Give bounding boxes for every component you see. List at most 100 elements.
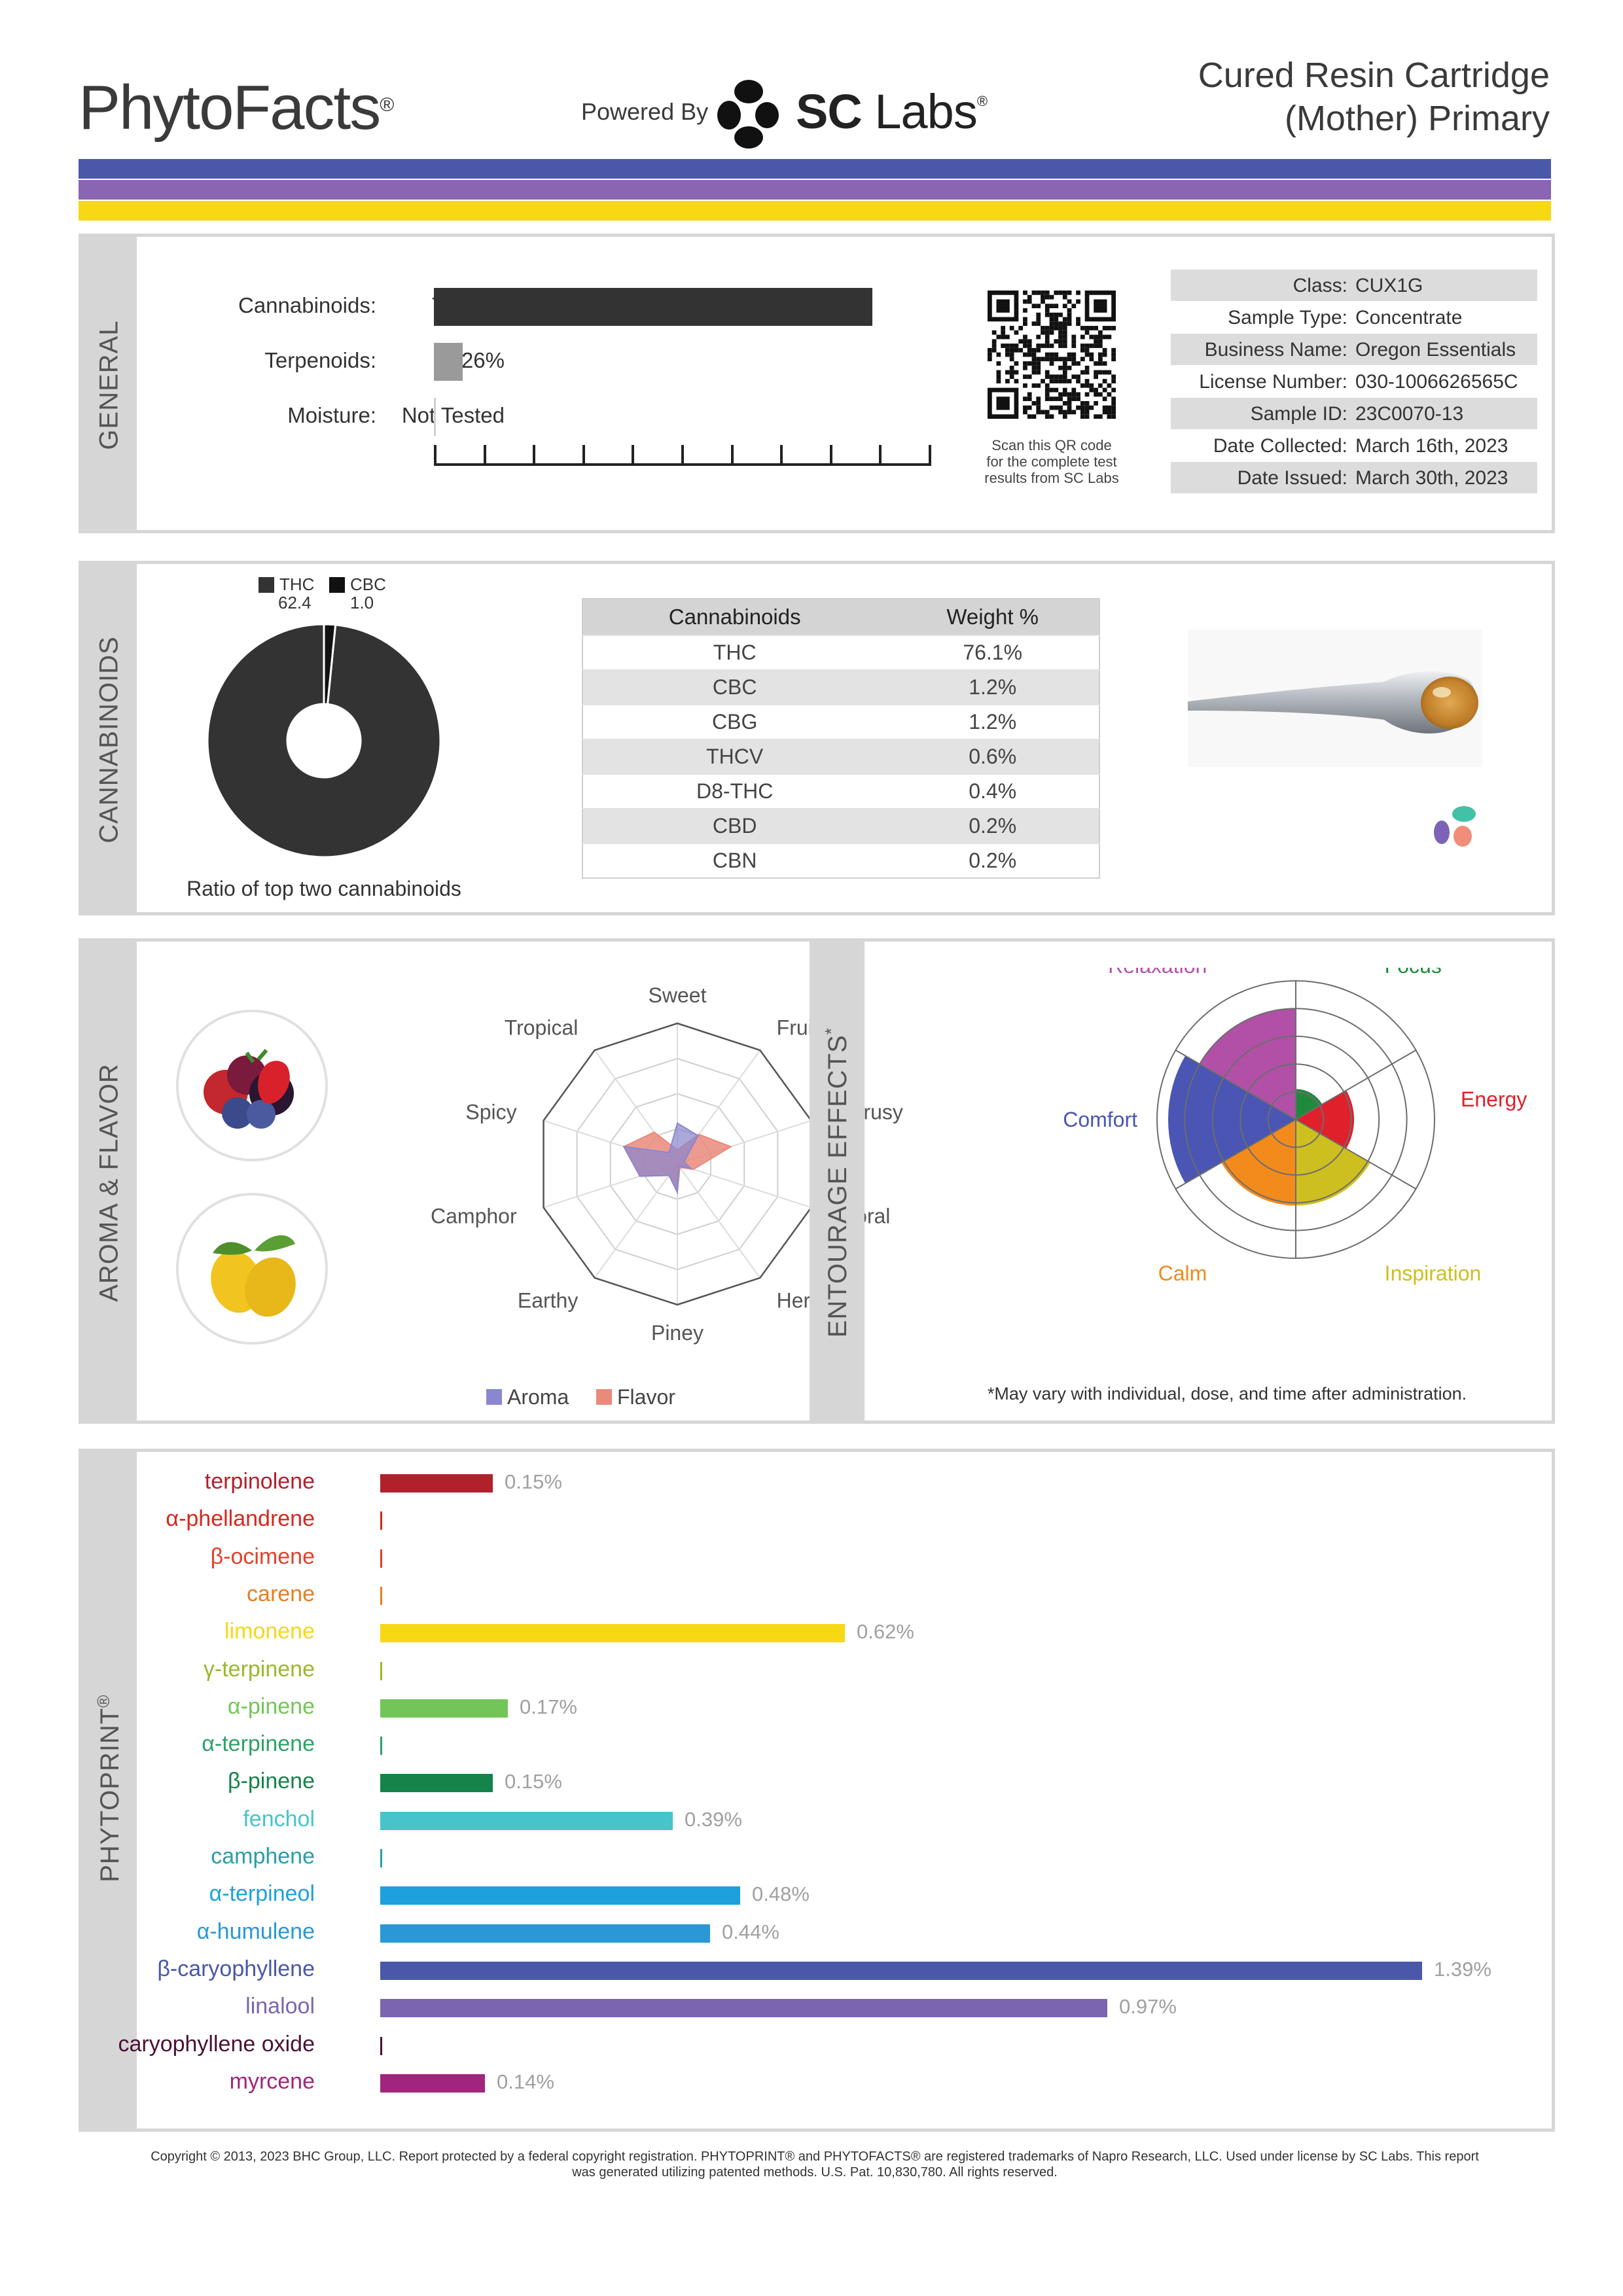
effect-wedge-comfort — [1168, 1055, 1296, 1184]
qr-module — [1001, 330, 1006, 335]
qr-module — [1080, 383, 1085, 388]
qr-module — [1080, 370, 1085, 375]
info-row-sample-type: Sample Type: Concentrate — [1171, 302, 1537, 333]
qr-module — [1044, 344, 1050, 348]
qr-module — [991, 330, 997, 335]
qr-module — [1058, 291, 1063, 295]
qr-module — [1071, 304, 1077, 309]
qr-module — [1005, 370, 1010, 375]
qr-module — [1049, 405, 1054, 410]
donut-caption: Ratio of top two cannabinoids — [187, 877, 461, 900]
qr-module — [1076, 405, 1080, 410]
qr-module — [1044, 330, 1050, 335]
qr-module — [1044, 374, 1050, 380]
terpene-name: β-pinene — [228, 1769, 315, 1794]
table-row: D8-THC 0.4% — [582, 773, 1099, 809]
qr-module — [1054, 405, 1059, 410]
qr-module — [1094, 339, 1098, 344]
table-row: THCV 0.6% — [582, 739, 1099, 774]
qr-module — [1036, 383, 1041, 388]
terpene-name: caryophyllene oxide — [118, 2031, 315, 2057]
qr-module — [1031, 347, 1037, 353]
qr-module — [1076, 374, 1080, 380]
scale-tick — [582, 445, 585, 466]
effect-label-focus: Focus — [1385, 968, 1442, 978]
qr-module — [1067, 352, 1072, 357]
qr-module — [1023, 374, 1027, 380]
qr-module — [991, 347, 997, 353]
terpene-value-label: 0.15% — [505, 1770, 562, 1793]
effect-spoke — [1175, 1050, 1296, 1120]
qr-module — [1009, 374, 1014, 380]
qr-module — [1044, 326, 1050, 330]
qr-module — [1071, 387, 1077, 393]
terpene-bar — [380, 1549, 382, 1568]
qr-module — [1044, 370, 1050, 375]
qr-module — [1058, 365, 1063, 370]
scale-tick — [434, 445, 437, 466]
info-value: Oregon Essentials — [1355, 339, 1516, 361]
header-stripe-blue — [79, 159, 1551, 179]
qr-module — [1023, 405, 1027, 410]
general-section: GENERAL Cannabinoids: 79.79% Terpenoids:… — [79, 234, 1555, 533]
table-row: CBD 0.2% — [582, 808, 1099, 843]
qr-module — [1031, 414, 1037, 419]
qr-module — [1062, 294, 1067, 300]
qr-module — [1036, 370, 1041, 375]
info-row-date-collected: Date Collected: March 16th, 2023 — [1171, 430, 1537, 461]
qr-module — [1062, 414, 1067, 419]
entourage-tab: ENTOURAGE EFFECTS* — [810, 942, 865, 1421]
terpene-name: α-humulene — [196, 1918, 315, 1944]
effect-label-calm: Calm — [1158, 1262, 1207, 1285]
qr-module — [1097, 334, 1103, 340]
qr-module — [1094, 334, 1098, 340]
donut-slice-cbc — [323, 623, 337, 705]
qr-module — [1084, 379, 1090, 383]
qr-module — [1027, 294, 1032, 300]
terpene-name: limonene — [224, 1619, 315, 1644]
qr-module — [1102, 370, 1107, 375]
moisture-bar — [434, 398, 436, 436]
qr-module — [1080, 344, 1085, 348]
qr-module — [1111, 379, 1116, 383]
qr-module — [1036, 304, 1041, 309]
copyright-line2: was generated utilizing patented methods… — [572, 2165, 1058, 2180]
qr-module — [1009, 365, 1014, 370]
qr-module — [1097, 339, 1103, 344]
qr-code-icon[interactable] — [988, 291, 1116, 419]
effect-wedge-calm — [1221, 1120, 1296, 1206]
qr-caption-line1: Scan this QR code — [991, 437, 1112, 453]
qr-module — [1031, 383, 1037, 388]
qr-module — [1031, 357, 1037, 362]
qr-module — [1049, 304, 1054, 309]
table-cell-name: THCV — [582, 739, 887, 774]
info-row-business-name: Business Name: Oregon Essentials — [1171, 334, 1537, 365]
qr-module — [1071, 339, 1077, 344]
radar-axis-label-spicy: Spicy — [465, 1100, 516, 1123]
table-cell-weight: 0.2% — [886, 843, 1099, 878]
terpene-name: carene — [247, 1581, 315, 1606]
effect-wedge-focus — [1296, 1089, 1323, 1120]
info-value: Concentrate — [1355, 307, 1463, 328]
qr-module — [1062, 379, 1067, 383]
qr-module — [1036, 400, 1041, 406]
effect-label-comfort: Comfort — [1063, 1108, 1137, 1131]
qr-caption: Scan this QR code for the complete test … — [967, 437, 1137, 486]
qr-module — [1023, 308, 1027, 313]
terpene-name: linalool — [245, 1994, 315, 2019]
qr-module — [1094, 387, 1098, 393]
qr-module — [1097, 361, 1103, 366]
qr-module — [1111, 326, 1116, 330]
qr-module — [1041, 326, 1045, 330]
qr-module — [1044, 392, 1050, 397]
qr-module — [1044, 410, 1050, 415]
radar-axis-label-camphor: Camphor — [431, 1205, 517, 1228]
qr-module — [1027, 414, 1032, 419]
qr-module — [1102, 334, 1107, 340]
qr-module — [1023, 321, 1027, 327]
table-cell-weight: 76.1% — [886, 635, 1099, 670]
qr-module — [1041, 344, 1045, 348]
qr-module — [1041, 330, 1045, 335]
qr-module — [1097, 392, 1103, 397]
qr-module — [1094, 361, 1098, 366]
